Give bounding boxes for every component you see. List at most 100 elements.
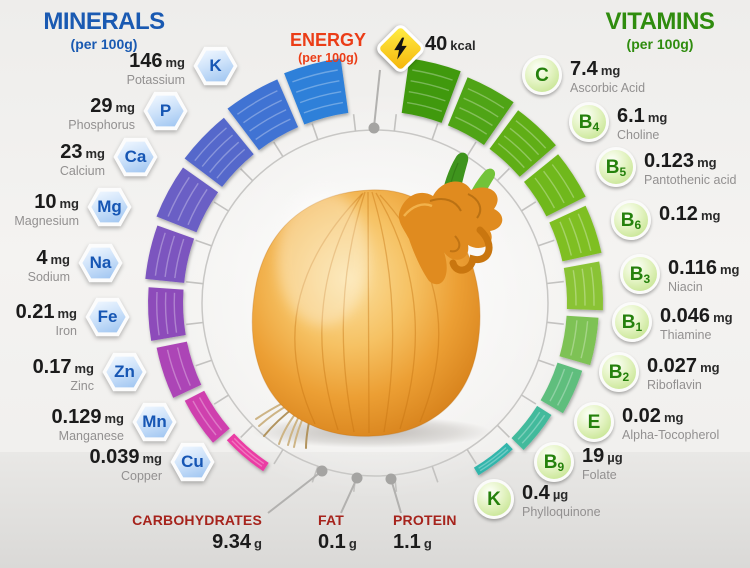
- fat-value: 0.1 g: [318, 532, 357, 552]
- mineral-name: Phosphorus: [68, 118, 135, 132]
- vitamin-text: 0.4 µg Phylloquinone: [522, 483, 601, 519]
- mineral-symbol: K: [197, 50, 234, 82]
- vitamin-value: 0.027 mg: [647, 356, 720, 376]
- vitamin-subscript: 5: [619, 164, 627, 179]
- vitamin-row: K 0.4 µg Phylloquinone: [474, 479, 601, 519]
- vitamin-letter: B: [605, 156, 620, 178]
- vitamin-amount: 0.116: [668, 257, 717, 279]
- mineral-value: 146 mg: [127, 51, 185, 71]
- vitamin-unit: mg: [663, 410, 684, 425]
- fat-block: FAT 0.1 g: [318, 513, 357, 552]
- mineral-text: 0.129 mg Manganese: [51, 407, 124, 443]
- vitamin-letter: B: [621, 311, 636, 333]
- vitamin-name: Niacin: [668, 280, 703, 294]
- mineral-symbol-hexagon: Cu: [170, 442, 215, 482]
- vitamin-unit: µg: [552, 487, 569, 502]
- vitamin-unit: mg: [647, 110, 668, 125]
- vitamin-value: 0.02 mg: [622, 406, 719, 426]
- vitamin-text: 0.046 mg Thiamine: [660, 306, 733, 342]
- mineral-symbol: Mn: [136, 406, 173, 438]
- mineral-value: 0.21 mg: [16, 302, 77, 322]
- mineral-unit: mg: [115, 100, 136, 115]
- vitamin-letter: B: [578, 111, 593, 133]
- mineral-text: 0.039 mg Copper: [89, 447, 162, 483]
- vitamin-unit: mg: [600, 63, 621, 78]
- mineral-row: 23 mg Calcium Ca: [60, 137, 158, 178]
- mineral-value: 0.039 mg: [89, 447, 162, 467]
- vitamins-title: VITAMINS: [605, 8, 715, 35]
- mineral-name: Copper: [121, 469, 162, 483]
- vitamin-amount: 0.123: [644, 150, 695, 172]
- vitamin-unit: mg: [719, 262, 740, 277]
- vitamin-value: 0.123 mg: [644, 151, 736, 171]
- mineral-amount: 0.129: [51, 406, 102, 428]
- mineral-row: 29 mg Phosphorus P: [68, 91, 188, 132]
- mineral-symbol: Mg: [91, 191, 128, 223]
- vitamin-value: 0.12 mg: [659, 204, 720, 224]
- energy-title: ENERGY: [289, 30, 367, 50]
- vitamin-letter: B: [543, 451, 558, 473]
- mineral-amount: 29: [90, 95, 113, 117]
- mineral-unit: mg: [142, 451, 163, 466]
- vitamin-name: Folate: [582, 468, 617, 482]
- mineral-text: 0.17 mg Zinc: [33, 357, 94, 393]
- vitamin-name: Phylloquinone: [522, 505, 601, 519]
- mineral-symbol-hexagon: K: [193, 46, 238, 86]
- vitamin-value: 6.1 mg: [617, 106, 667, 126]
- vitamin-text: 0.116 mg Niacin: [668, 258, 739, 294]
- vitamin-subscript: 9: [557, 459, 565, 474]
- mineral-amount: 0.17: [32, 356, 72, 378]
- vitamin-unit: mg: [700, 208, 721, 223]
- protein-unit: g: [423, 536, 432, 551]
- vitamin-value: 0.046 mg: [660, 306, 733, 326]
- vitamin-value: 0.116 mg: [668, 258, 739, 278]
- mineral-text: 23 mg Calcium: [60, 142, 105, 178]
- carbohydrates-amount: 9.34: [212, 531, 252, 553]
- energy-label: ENERGY (per 100g): [282, 31, 374, 65]
- vitamin-unit: µg: [607, 450, 623, 465]
- mineral-symbol-hexagon: Zn: [102, 352, 147, 392]
- vitamin-text: 0.12 mg: [659, 204, 720, 224]
- mineral-symbol-hexagon: Mg: [87, 187, 132, 227]
- mineral-name: Magnesium: [14, 214, 79, 228]
- carbohydrates-unit: g: [254, 536, 262, 551]
- vitamin-amount: 6.1: [617, 105, 645, 127]
- vitamin-unit: mg: [697, 155, 717, 170]
- vitamin-amount: 0.02: [622, 405, 661, 427]
- mineral-amount: 0.039: [89, 446, 140, 468]
- fat-label: FAT: [318, 512, 345, 528]
- vitamin-letter: B: [608, 361, 623, 383]
- vitamins-subtitle: (per 100g): [626, 36, 694, 52]
- vitamin-name: Thiamine: [660, 328, 712, 342]
- center-glow: [160, 90, 590, 500]
- lightning-bolt-glyph: [394, 37, 407, 60]
- vitamin-letter: B: [629, 263, 644, 285]
- vitamin-text: 0.123 mg Pantothenic acid: [644, 151, 736, 187]
- mineral-row: 146 mg Potassium K: [127, 46, 238, 87]
- carbohydrates-block: CARBOHYDRATES 9.34 g: [132, 513, 262, 552]
- mineral-value: 10 mg: [14, 192, 79, 212]
- vitamin-letter: C: [535, 64, 549, 86]
- mineral-row: 10 mg Magnesium Mg: [14, 187, 132, 228]
- mineral-value: 0.17 mg: [33, 357, 94, 377]
- vitamin-name: Pantothenic acid: [644, 173, 737, 187]
- vitamin-row: E 0.02 mg Alpha-Tocopherol: [574, 402, 719, 442]
- vitamin-text: 19 µg Folate: [582, 446, 623, 482]
- energy-unit: kcal: [450, 38, 476, 53]
- mineral-unit: mg: [74, 361, 95, 376]
- mineral-symbol-hexagon: P: [143, 91, 188, 131]
- vitamin-subscript: 4: [592, 119, 600, 134]
- minerals-title: MINERALS: [43, 8, 165, 35]
- vitamin-symbol-badge: K: [474, 479, 514, 519]
- energy-subtitle: (per 100g): [298, 51, 358, 65]
- vitamin-symbol-badge: C: [522, 55, 562, 95]
- mineral-symbol: P: [147, 95, 184, 127]
- vitamin-unit: mg: [700, 360, 720, 375]
